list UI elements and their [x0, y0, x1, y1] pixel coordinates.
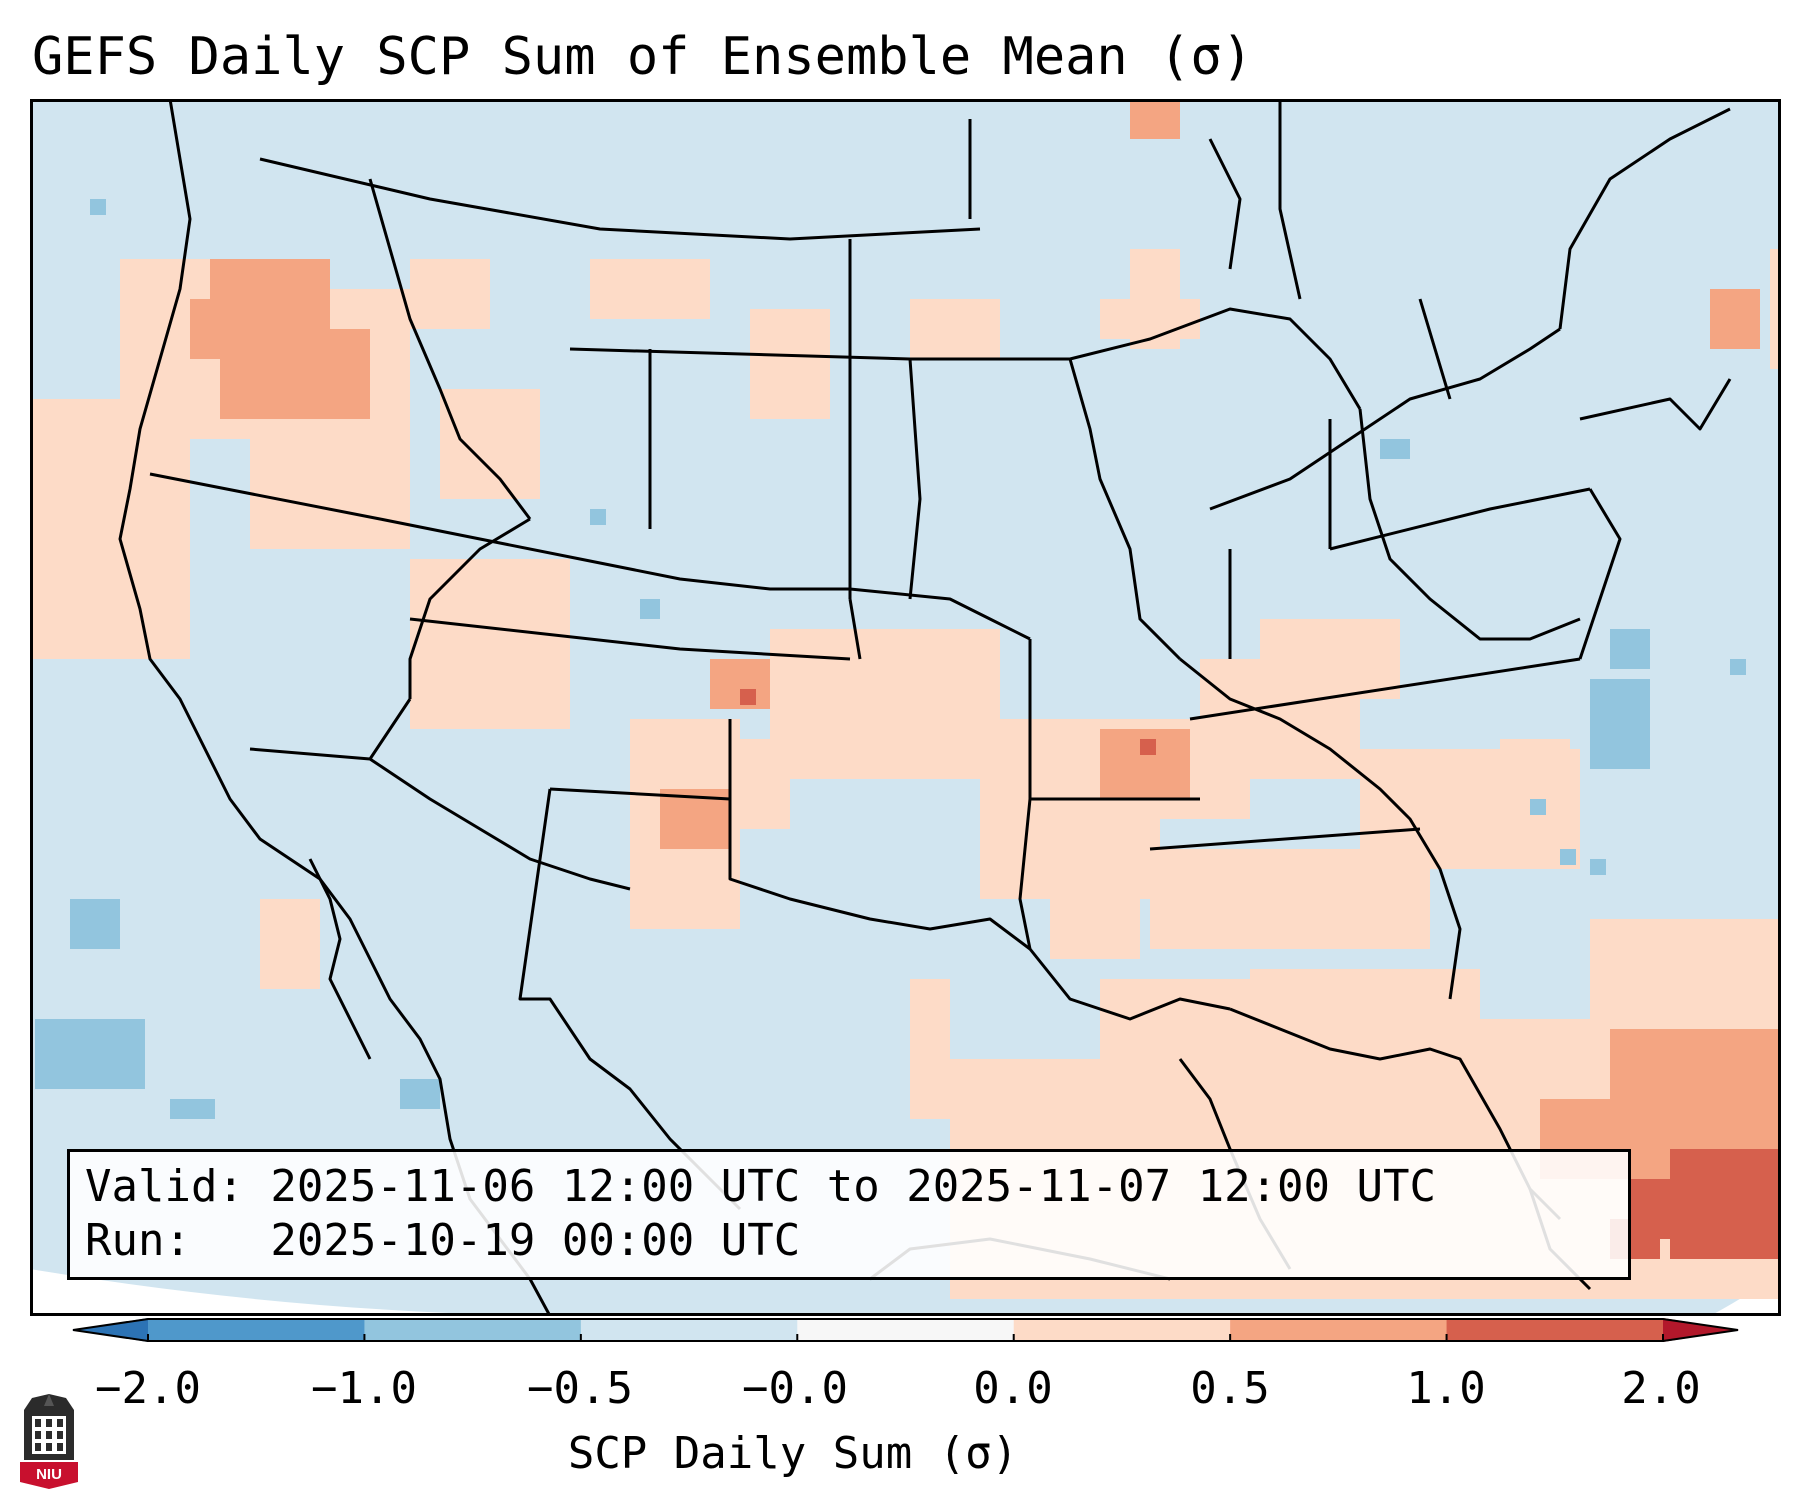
colorbar-extend-high — [1663, 1318, 1739, 1342]
colorbar-tick-label: 1.0 — [1406, 1363, 1486, 1414]
chart-title: GEFS Daily SCP Sum of Ensemble Mean (σ) — [32, 27, 1253, 87]
colorbar-segment — [580, 1318, 798, 1342]
colorbar-segment — [1013, 1318, 1231, 1342]
colorbar-segment — [797, 1318, 1015, 1342]
colorbar-tick-label: −0.5 — [527, 1363, 633, 1414]
niu-logo-text: NIU — [36, 1466, 62, 1483]
colorbar-tick-label: −1.0 — [311, 1363, 417, 1414]
colorbar-label: SCP Daily Sum (σ) — [567, 1428, 1019, 1479]
colorbar-tick-label: 0.0 — [973, 1363, 1053, 1414]
colorbar-tick-label: 2.0 — [1621, 1363, 1701, 1414]
colorbar-segment — [1230, 1318, 1448, 1342]
colorbar-tick-label: 0.5 — [1190, 1363, 1270, 1414]
anomaly-positive-strong — [740, 689, 1781, 1259]
colorbar-segment — [1446, 1318, 1664, 1342]
anomaly-negative — [35, 199, 1746, 1119]
coastline-and-state-borders — [118, 99, 1732, 1316]
colorbar-tick-label: −0.0 — [742, 1363, 848, 1414]
map-border — [30, 99, 1781, 1316]
niu-logo-icon: NIU — [20, 1394, 78, 1489]
colorbar-segment — [364, 1318, 582, 1342]
valid-time-text: Valid: 2025-11-06 12:00 UTC to 2025-11-0… — [85, 1161, 1437, 1212]
run-time-text: Run: 2025-10-19 00:00 UTC — [85, 1215, 801, 1266]
colorbar-extend-low — [72, 1318, 148, 1342]
valid-run-infobox: Valid: 2025-11-06 12:00 UTC to 2025-11-0… — [67, 1149, 1631, 1280]
colorbar — [72, 1318, 1739, 1342]
map-panel[interactable] — [30, 99, 1781, 1316]
colorbar-tick-label: −2.0 — [95, 1363, 201, 1414]
colorbar-segment — [148, 1318, 365, 1342]
